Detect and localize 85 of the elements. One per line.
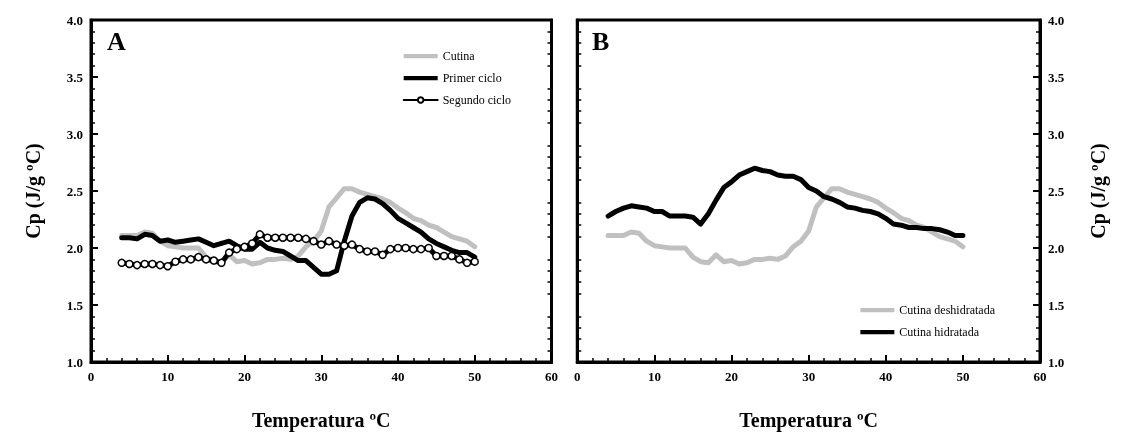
y-tick-label: 4.0 <box>66 12 83 28</box>
x-tick-label: 40 <box>879 369 893 384</box>
point <box>148 259 157 269</box>
point <box>355 244 364 254</box>
legend-label: Cutina hidratada <box>899 325 980 339</box>
legend-label: Primer ciclo <box>442 71 502 85</box>
point <box>255 230 265 239</box>
point <box>309 236 318 246</box>
y-axis-title: Cp (J/g ºC) <box>22 143 45 239</box>
point <box>470 257 479 266</box>
x-axis-title: Temperatura ºC <box>251 409 391 432</box>
y-tick-label: 1.5 <box>66 297 84 313</box>
annotation: B <box>592 26 610 56</box>
point <box>324 236 334 246</box>
point <box>317 240 326 249</box>
y-tick-label: 3.5 <box>66 69 84 85</box>
x-tick-label: 0 <box>574 369 581 384</box>
y2-tick-label: 2.5 <box>1048 183 1065 199</box>
y2-tick-label: 3.0 <box>1048 126 1065 142</box>
point <box>340 241 349 250</box>
y-tick-label: 2.0 <box>66 240 83 256</box>
point <box>332 240 341 249</box>
legend-label: Segundo ciclo <box>442 93 512 107</box>
point <box>378 250 387 260</box>
y-tick-label: 2.5 <box>66 183 84 199</box>
point <box>263 233 272 242</box>
y-tick-label: 1.0 <box>66 354 83 370</box>
y2-axis-title: Cp (J/g ºC) <box>1087 143 1110 239</box>
x-tick-label: 20 <box>238 369 251 384</box>
point <box>370 247 380 256</box>
x-tick-label: 50 <box>468 369 482 384</box>
point <box>455 255 464 264</box>
y2-tick-label: 1.5 <box>1048 297 1065 313</box>
y2-tick-label: 1.0 <box>1048 354 1065 370</box>
point <box>432 251 441 261</box>
y2-tick-label: 3.5 <box>1048 69 1065 85</box>
x-tick-label: 30 <box>314 369 328 384</box>
legend-label: Cutina deshidratada <box>899 303 996 317</box>
x-tick-label: 30 <box>802 369 816 384</box>
x-tick-label: 10 <box>647 369 661 384</box>
point <box>293 233 303 242</box>
point <box>439 251 449 261</box>
point <box>401 243 410 253</box>
point <box>178 255 188 264</box>
point <box>363 247 372 256</box>
point <box>217 258 226 268</box>
x-tick-label: 20 <box>725 369 738 384</box>
x-tick-label: 60 <box>545 369 558 384</box>
x-tick-label: 50 <box>956 369 970 384</box>
point <box>155 260 165 270</box>
point <box>125 259 134 269</box>
point <box>194 252 203 262</box>
point <box>409 244 418 254</box>
point <box>301 234 311 244</box>
point <box>240 242 249 252</box>
point <box>209 256 219 265</box>
point <box>132 260 142 270</box>
point <box>171 257 180 266</box>
point <box>117 258 126 268</box>
point <box>186 255 196 264</box>
point <box>201 255 211 264</box>
y-tick-label: 3.0 <box>66 126 83 142</box>
point <box>163 261 172 271</box>
point <box>224 248 234 257</box>
point <box>278 233 288 242</box>
x-tick-label: 10 <box>161 369 175 384</box>
x-tick-label: 40 <box>391 369 405 384</box>
point <box>447 251 456 261</box>
x-tick-label: 0 <box>87 369 95 384</box>
point <box>424 243 433 253</box>
point <box>416 244 426 254</box>
point <box>247 239 257 248</box>
point <box>347 240 357 249</box>
legend-label: Cutina <box>442 49 476 63</box>
point <box>386 244 395 254</box>
y2-tick-label: 2.0 <box>1048 240 1065 256</box>
y2-tick-label: 4.0 <box>1048 12 1065 28</box>
point <box>393 243 403 253</box>
annotation: A <box>107 26 126 56</box>
point <box>270 233 280 242</box>
point <box>286 233 295 242</box>
point <box>140 259 149 269</box>
x-tick-label: 60 <box>1033 369 1047 384</box>
x-axis-title: Temperatura ºC <box>739 409 878 432</box>
point <box>462 258 472 268</box>
